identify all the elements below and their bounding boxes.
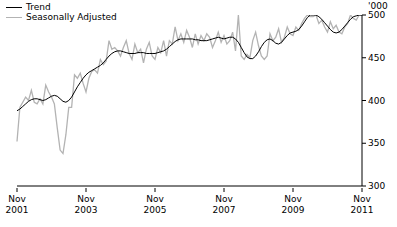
html-text:Seasonally Adjusted: Seasonally Adjusted bbox=[26, 12, 117, 22]
html-text:'000: '000 bbox=[368, 1, 388, 11]
svg-text:Nov2001: Nov2001 bbox=[8, 194, 28, 215]
svg-text:Nov2011: Nov2011 bbox=[351, 194, 374, 215]
svg-text:Nov2005: Nov2005 bbox=[144, 194, 167, 215]
svg-text:300: 300 bbox=[368, 181, 385, 191]
html-text:Trend: Trend bbox=[26, 2, 51, 12]
svg-text:Nov2007: Nov2007 bbox=[213, 194, 236, 215]
svg-text:400: 400 bbox=[368, 96, 385, 106]
svg-text:350: 350 bbox=[368, 138, 385, 148]
svg-text:Nov2009: Nov2009 bbox=[282, 194, 305, 215]
svg-text:Nov2003: Nov2003 bbox=[75, 194, 98, 215]
svg-text:500: 500 bbox=[368, 10, 385, 20]
svg-text:450: 450 bbox=[368, 53, 385, 63]
